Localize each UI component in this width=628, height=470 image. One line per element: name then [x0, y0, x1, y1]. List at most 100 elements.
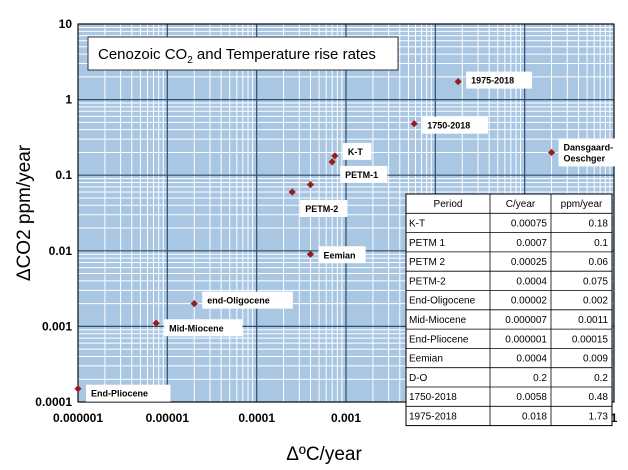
point-label-box [342, 142, 372, 160]
table-cell: End-Oligocene [409, 296, 476, 307]
table-cell: End-Pliocene [409, 334, 469, 345]
table-cell: 0.0058 [516, 392, 547, 403]
data-point [331, 152, 339, 160]
chart-title-main: Cenozoic CO [98, 46, 187, 63]
data-point [190, 300, 198, 308]
x-axis-title: ΔºC/year [286, 444, 362, 465]
data-table: Period C/year ppm/year K-T 0.00075 0.18 PETM 1… [405, 193, 613, 427]
table-cell: 0.0004 [516, 354, 547, 365]
point-label: Eemian [318, 246, 366, 264]
table-cell: 0.1 [594, 238, 608, 249]
x-tick-label: 0.0001 [238, 411, 275, 425]
data-point [152, 319, 160, 327]
point-label-text: end-Oligocene [207, 296, 270, 306]
point-label: end-Oligocene [202, 291, 293, 309]
y-tick-label: 0.001 [42, 319, 72, 333]
table-cell: 0.00025 [511, 257, 548, 268]
table-cell: 0.0007 [516, 238, 547, 249]
point-label-box [466, 71, 532, 89]
table-cell: 0.2 [533, 373, 547, 384]
table-cell: 0.00015 [572, 334, 609, 345]
point-label-text: K-T [348, 147, 363, 157]
point-label-box [202, 291, 293, 309]
y-tick-label: 0.0001 [35, 395, 72, 409]
point-label: Dansgaard-Oeschger [558, 138, 628, 167]
chart-title-subscript: 2 [187, 55, 193, 66]
table-cell: PETM 2 [409, 257, 446, 268]
data-point [454, 78, 462, 86]
point-label: 1975-2018 [466, 71, 532, 89]
point-label: PETM-2 [300, 199, 348, 217]
y-tick-labels: 0.0001 0.001 0.01 0.1 1 10 [35, 17, 72, 409]
table-cell: 0.075 [583, 276, 608, 287]
point-label-box [340, 165, 388, 183]
point-label-text: PETM-1 [345, 170, 378, 180]
point-label-box [86, 384, 171, 402]
point-label-box [422, 116, 488, 134]
table-cell: 1975-2018 [409, 411, 457, 422]
data-point [306, 181, 315, 189]
data-point [288, 188, 296, 196]
table-cell: 0.00075 [511, 218, 548, 229]
table-cell: 0.0011 [578, 315, 608, 326]
y-tick-label: 0.01 [49, 244, 73, 258]
point-label-text: Eemian [323, 250, 355, 260]
point-label-text: 1975-2018 [471, 76, 514, 86]
point-label-text: PETM-2 [305, 204, 338, 214]
plot-border [77, 23, 615, 403]
chart-title-rest: and Temperature rise rates [193, 46, 376, 63]
y-tick-label: 0.1 [55, 168, 72, 182]
table-cell: 0.018 [522, 411, 547, 422]
table-cell: 0.0004 [516, 276, 547, 287]
x-tick-label: 1 [611, 411, 618, 425]
table-cell: 1.73 [589, 411, 609, 422]
x-tick-label: 0.00001 [146, 411, 190, 425]
table-cell: 1750-2018 [409, 392, 457, 403]
table-cell: 0.000001 [505, 334, 547, 345]
point-label-text: Mid-Miocene [169, 323, 224, 333]
table-header-cell: ppm/year [561, 199, 603, 210]
point-label: Mid-Miocene [164, 319, 243, 337]
point-label-box [300, 199, 348, 217]
data-points [74, 78, 556, 393]
y-axis-title: ΔCO2 ppm/year [14, 144, 35, 281]
data-point [74, 385, 82, 393]
table-cell: 0.000007 [505, 315, 547, 326]
data-point [547, 148, 556, 157]
table-cell: 0.00002 [511, 296, 548, 307]
point-label: End-Pliocene [86, 384, 171, 402]
table-cell: D-O [409, 373, 428, 384]
y-tick-label: 10 [59, 17, 73, 31]
table-cell: Eemian [409, 354, 443, 365]
table-cell: 0.48 [589, 392, 609, 403]
table-cell: 0.18 [589, 218, 609, 229]
table-cell: PETM 1 [409, 238, 446, 249]
y-tick-label: 1 [65, 93, 72, 107]
point-label-box [164, 319, 243, 337]
table-cell: 0.002 [583, 296, 608, 307]
point-label: 1750-2018 [422, 116, 488, 134]
point-label-box [318, 246, 366, 264]
table-cell: 0.2 [594, 373, 608, 384]
point-label-text: Dansgaard- [564, 142, 614, 152]
data-point [328, 158, 336, 166]
point-label: PETM-1 [340, 165, 388, 183]
data-point [410, 120, 418, 128]
x-tick-label: 0.000001 [53, 411, 103, 425]
x-tick-label: 0.001 [331, 411, 361, 425]
table-header-cell: Period [434, 199, 463, 210]
point-label: K-T [342, 142, 372, 160]
point-label-text: End-Pliocene [91, 389, 148, 399]
table-cell: 0.06 [589, 257, 609, 268]
point-labels: K-T PETM-1 PETM-2 end-Oligocene Mid-Miocene E… [86, 71, 628, 402]
table-header-cell: C/year [506, 199, 536, 210]
chart-title-box: Cenozoic CO2 and Temperature rise rates [87, 36, 399, 71]
table-cell: 0.009 [583, 354, 608, 365]
chart-title: Cenozoic CO2 and Temperature rise rates [98, 46, 376, 66]
point-label-box [558, 138, 628, 167]
table-cell: Mid-Miocene [409, 315, 467, 326]
table-cell: K-T [409, 218, 425, 229]
data-point [306, 250, 315, 258]
point-label-text: 1750-2018 [427, 121, 470, 131]
